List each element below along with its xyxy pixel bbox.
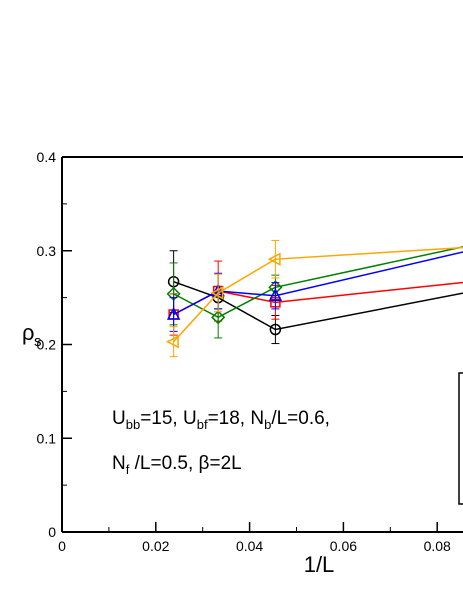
y-tick-label: 0.4 bbox=[37, 149, 57, 165]
data-point bbox=[269, 323, 282, 336]
y-tick-label: 0 bbox=[48, 524, 56, 540]
annotation-subscript: bb bbox=[126, 417, 140, 432]
x-ticks: 0 0.02 0.04 0.06 0.08 bbox=[58, 522, 451, 554]
annotation-text: =15, U bbox=[140, 408, 197, 429]
data-point bbox=[166, 306, 181, 320]
annotation-text: N bbox=[112, 453, 126, 474]
x-axis-label: 1/L bbox=[304, 552, 335, 577]
data-point bbox=[211, 310, 226, 325]
annotation-text: U bbox=[112, 408, 126, 429]
series-line bbox=[173, 251, 463, 316]
x-tick-label: 0.04 bbox=[236, 538, 263, 554]
y-axis-label: ρ bbox=[22, 320, 35, 345]
series-line bbox=[173, 246, 463, 319]
x-tick-label: 0.02 bbox=[142, 538, 169, 554]
y-tick-label: 0.2 bbox=[37, 337, 57, 353]
parameter-annotation-line2: Nf /L=0.5, β=2L bbox=[112, 453, 242, 477]
y-ticks: 0 0.1 0.2 0.3 0.4 bbox=[37, 149, 72, 540]
series-triangle-left bbox=[166, 239, 463, 358]
series-line bbox=[173, 280, 463, 331]
y-axis-label-subscript: s bbox=[34, 333, 42, 350]
y-tick-label: 0.1 bbox=[37, 430, 57, 446]
annotation-text: /L=0.5, β=2L bbox=[129, 453, 241, 474]
y-axis-title: ρ s bbox=[22, 320, 42, 350]
series-line bbox=[173, 246, 463, 343]
annotation-text: =18, N bbox=[208, 408, 265, 429]
x-tick-label: 0.08 bbox=[424, 538, 451, 554]
y-tick-label: 0.3 bbox=[37, 243, 57, 259]
x-tick-label: 0 bbox=[58, 538, 66, 554]
data-point bbox=[267, 252, 281, 266]
x-tick-label: 0.06 bbox=[330, 538, 357, 554]
annotation-subscript: b bbox=[264, 417, 271, 432]
series-layer bbox=[166, 239, 463, 358]
data-point bbox=[210, 286, 224, 300]
series-circle bbox=[167, 250, 463, 345]
plot-frame bbox=[61, 156, 463, 533]
parameter-annotation-line1: Ubb=15, Ubf=18, Nb/L=0.6, bbox=[112, 408, 330, 432]
legend-box bbox=[458, 372, 463, 505]
annotation-subscript: f bbox=[126, 462, 130, 477]
data-point bbox=[268, 288, 283, 301]
annotation-text: /L=0.6, bbox=[271, 408, 330, 429]
annotation-subscript: bf bbox=[197, 417, 208, 432]
data-point bbox=[166, 334, 179, 349]
